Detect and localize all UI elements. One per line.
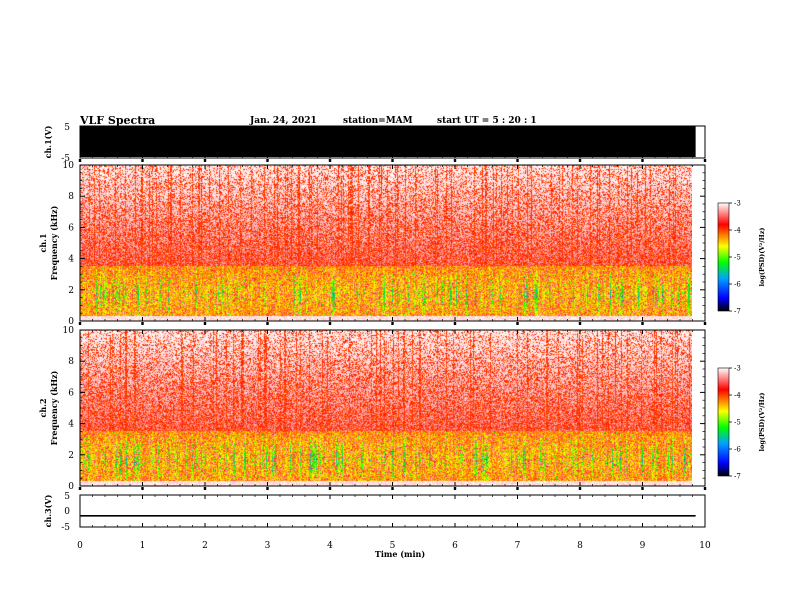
time-major-marker bbox=[453, 487, 457, 490]
colorbar-tick-label: -6 bbox=[734, 446, 741, 454]
ch2-spectrogram-image bbox=[80, 330, 692, 486]
colorbar-tick-label: -3 bbox=[734, 200, 741, 208]
x-tick-label: 2 bbox=[202, 541, 208, 551]
time-major-marker bbox=[578, 159, 582, 162]
x-tick-label: 9 bbox=[640, 541, 646, 551]
x-tick-label: 4 bbox=[327, 541, 333, 551]
time-major-marker bbox=[703, 322, 707, 325]
time-major-marker bbox=[141, 322, 144, 325]
time-major-marker bbox=[203, 322, 207, 325]
time-major-marker bbox=[141, 159, 144, 162]
freq-tick-label: 6 bbox=[68, 388, 74, 398]
freq-tick-label: 4 bbox=[68, 255, 74, 265]
ch2-colorbar bbox=[717, 367, 730, 477]
ch1-waveform-ylabel: ch.1(V) bbox=[43, 125, 53, 158]
ch3-ytick-bottom: -5 bbox=[61, 523, 70, 533]
ch1-colorbar-label: log(PSD)(V²/Hz) bbox=[758, 228, 766, 287]
colorbar-tick-label: -3 bbox=[734, 365, 741, 373]
freq-tick-label: 10 bbox=[63, 326, 75, 336]
time-major-marker bbox=[703, 159, 707, 162]
time-major-marker bbox=[516, 159, 519, 162]
colorbar-tick-label: -7 bbox=[734, 473, 741, 481]
time-major-marker bbox=[391, 159, 394, 162]
ch3-waveform-frame bbox=[79, 494, 706, 528]
x-tick-label: 5 bbox=[390, 541, 396, 551]
ch1-spectrogram-image bbox=[80, 165, 692, 321]
time-major-marker bbox=[266, 159, 269, 162]
colorbar-tick-label: -4 bbox=[734, 227, 741, 235]
time-major-marker bbox=[78, 159, 82, 162]
time-major-marker bbox=[453, 322, 457, 325]
ch1-spectrogram-ylabel-channel: ch.1 bbox=[38, 233, 48, 252]
start-time-label: start UT = 5 : 20 : 1 bbox=[437, 116, 537, 126]
colorbar-tick-label: -5 bbox=[734, 254, 741, 262]
ch1-colorbar bbox=[717, 202, 730, 312]
time-major-marker bbox=[203, 159, 207, 162]
time-major-marker bbox=[328, 487, 332, 490]
x-axis-label: Time (min) bbox=[375, 549, 425, 559]
colorbar-tick-label: -7 bbox=[734, 308, 741, 316]
ch1-ytick-top: 5 bbox=[64, 123, 70, 133]
colorbar-tick-label: -4 bbox=[734, 392, 741, 400]
freq-tick-label: 0 bbox=[68, 482, 74, 492]
freq-tick-label: 10 bbox=[63, 161, 75, 171]
ch2-colorbar-label: log(PSD)(V²/Hz) bbox=[758, 393, 766, 452]
ch1-ytick-bottom: -5 bbox=[61, 154, 70, 164]
time-major-marker bbox=[328, 322, 332, 325]
freq-tick-label: 6 bbox=[68, 223, 74, 233]
x-tick-label: 10 bbox=[699, 541, 711, 551]
x-tick-label: 6 bbox=[452, 541, 458, 551]
time-major-marker bbox=[641, 322, 644, 325]
time-major-marker bbox=[141, 487, 144, 490]
colorbar-tick-label: -5 bbox=[734, 419, 741, 427]
figure-title: VLF Spectra bbox=[79, 114, 155, 127]
time-major-marker bbox=[328, 159, 332, 162]
ch2-spectrogram-ylabel: Frequency (kHz) bbox=[49, 370, 59, 445]
station-label: station=MAM bbox=[343, 116, 413, 126]
freq-tick-label: 4 bbox=[68, 420, 74, 430]
time-major-marker bbox=[516, 487, 519, 490]
time-major-marker bbox=[391, 487, 394, 490]
x-tick-label: 7 bbox=[515, 541, 521, 551]
ch1-waveform-trace bbox=[80, 126, 696, 157]
x-tick-label: 3 bbox=[265, 541, 271, 551]
freq-tick-label: 0 bbox=[68, 317, 74, 327]
time-major-marker bbox=[391, 322, 394, 325]
time-major-marker bbox=[266, 322, 269, 325]
freq-tick-label: 2 bbox=[68, 451, 74, 461]
time-major-marker bbox=[78, 322, 82, 325]
time-major-marker bbox=[516, 322, 519, 325]
x-tick-label: 1 bbox=[140, 541, 146, 551]
colorbar-tick-label: -6 bbox=[734, 281, 741, 289]
x-tick-label: 0 bbox=[77, 541, 83, 551]
time-major-marker bbox=[266, 487, 269, 490]
freq-tick-label: 2 bbox=[68, 286, 74, 296]
ch3-waveform-ylabel: ch.3(V) bbox=[43, 494, 53, 527]
ch3-ytick-mid: 0 bbox=[64, 507, 70, 517]
date-label: Jan. 24, 2021 bbox=[249, 116, 317, 126]
time-major-marker bbox=[641, 487, 644, 490]
time-major-marker bbox=[78, 487, 82, 490]
ch3-ytick-top: 5 bbox=[64, 492, 70, 502]
time-major-marker bbox=[203, 487, 207, 490]
time-major-marker bbox=[703, 487, 707, 490]
time-major-marker bbox=[641, 159, 644, 162]
ch1-waveform-panel: 5 -5 ch.1(V) bbox=[43, 123, 706, 164]
freq-tick-label: 8 bbox=[68, 357, 74, 367]
ch1-spectrogram-ylabel: Frequency (kHz) bbox=[49, 205, 59, 280]
freq-tick-label: 8 bbox=[68, 192, 74, 202]
time-major-marker bbox=[578, 322, 582, 325]
x-tick-label: 8 bbox=[577, 541, 583, 551]
time-major-marker bbox=[453, 159, 457, 162]
time-major-marker bbox=[578, 487, 582, 490]
ch2-spectrogram-ylabel-channel: ch.2 bbox=[38, 398, 48, 417]
